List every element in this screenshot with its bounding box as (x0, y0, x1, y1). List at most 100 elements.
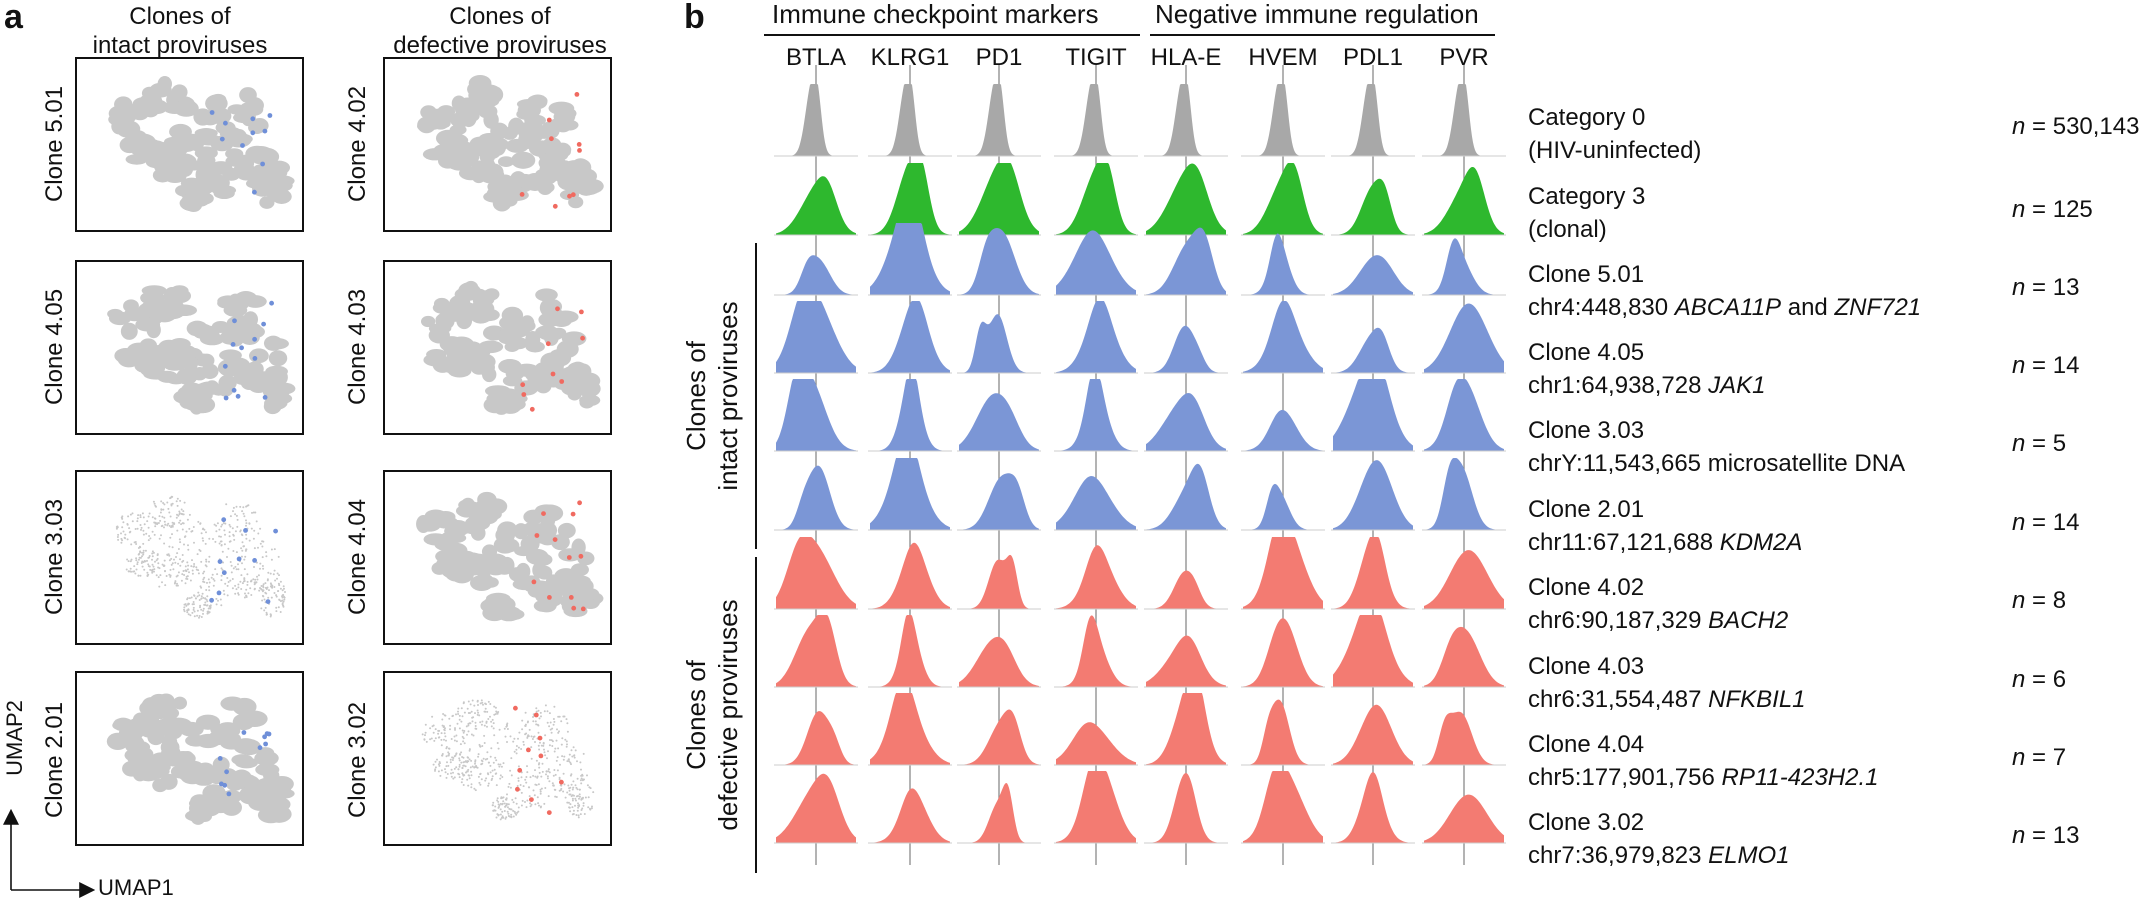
umap-cell (506, 810, 509, 813)
umap-cell (562, 587, 587, 605)
umap-cell (439, 774, 442, 777)
umap-cell (525, 776, 528, 778)
umap-cell (463, 280, 479, 294)
umap-clone-cell (257, 745, 263, 751)
umap-cell (473, 573, 495, 590)
umap1-axis-label: UMAP1 (98, 875, 174, 900)
umap-cell (512, 740, 515, 743)
density-ridge (1146, 635, 1226, 687)
umap-cell (139, 546, 142, 549)
umap-cell (188, 527, 191, 530)
umap-cell (470, 783, 473, 786)
umap-cell (172, 568, 175, 571)
umap-cell (521, 728, 524, 731)
umap-cell (151, 552, 154, 555)
density-ridge (1056, 722, 1136, 765)
umap-cell (445, 739, 447, 742)
umap-cell (116, 536, 119, 538)
row-n-clone-3-03: n = 5 (2012, 430, 2067, 457)
umap-axis-arrows (3, 808, 96, 898)
umap-cell (547, 750, 549, 753)
umap-cell (173, 582, 176, 585)
umap-cell (254, 511, 257, 514)
umap-cell (135, 559, 138, 562)
umap-cell (582, 804, 585, 807)
umap-cell (502, 762, 505, 765)
umap-cell (572, 786, 575, 789)
umap-cell (261, 556, 264, 559)
umap-cell (510, 815, 513, 818)
umap-cell (528, 728, 531, 731)
umap-cell (146, 571, 149, 574)
umap-cell (147, 755, 164, 771)
umap-cell (236, 525, 239, 528)
umap-cell (126, 523, 129, 525)
umap-cell (503, 810, 506, 812)
umap-cell (444, 727, 446, 730)
umap-cell (192, 601, 195, 603)
umap-cell (443, 738, 445, 741)
umap-cell (266, 579, 269, 582)
umap-cell (239, 505, 242, 508)
umap-cell (578, 795, 581, 798)
umap-cell (199, 606, 201, 609)
umap-clone-cell (217, 756, 223, 761)
umap-cell (215, 603, 218, 606)
umap-cell (449, 724, 452, 727)
umap-cell (135, 557, 138, 560)
row-locus: chr5:177,901,756 (1528, 764, 1722, 791)
umap-clone-cell (570, 192, 576, 198)
umap-cell (202, 596, 205, 599)
umap-cell (434, 766, 437, 769)
umap-cell (474, 725, 477, 727)
umap-cell (566, 791, 569, 794)
umap-cell (181, 160, 204, 171)
umap-cell (273, 586, 276, 588)
row-gene: ELMO1 (1708, 842, 1790, 869)
umap-cell (531, 738, 534, 740)
umap-cell (424, 723, 427, 726)
umap-cell (192, 608, 195, 611)
umap-cell (455, 713, 457, 716)
umap-cell (528, 786, 531, 789)
umap-cell (150, 83, 169, 96)
umap-cell (525, 781, 528, 784)
umap-cell (474, 712, 476, 715)
umap-cell (526, 735, 529, 738)
umap-cell (543, 710, 546, 713)
density-ridge (1333, 704, 1413, 765)
umap-cell (190, 565, 193, 568)
umap-cell (183, 606, 186, 609)
umap-cell (274, 579, 277, 582)
umap-cell (269, 585, 272, 588)
umap-cell (524, 711, 527, 714)
umap-cell (537, 709, 540, 712)
umap-cell (486, 772, 489, 775)
umap-cell (441, 718, 444, 721)
umap-cell (490, 720, 493, 723)
umap-cell (515, 752, 518, 755)
umap-cell (224, 582, 227, 585)
umap-cell (195, 794, 217, 808)
umap-cell (491, 769, 494, 772)
umap-cell (548, 744, 551, 747)
density-ridge (1056, 230, 1136, 295)
umap-cell (443, 339, 464, 357)
umap-cell (538, 717, 541, 720)
umap-cell (171, 304, 198, 317)
umap-cell (538, 766, 541, 769)
umap-cell (548, 712, 551, 715)
umap-cell (515, 802, 518, 805)
umap-cell (204, 542, 207, 545)
umap-cell (460, 720, 463, 723)
umap-cell (491, 775, 494, 778)
umap-cell (279, 580, 282, 583)
umap-cell (480, 723, 483, 726)
umap-cell (489, 703, 492, 705)
umap-cell (186, 518, 189, 521)
umap-cell (208, 585, 210, 588)
umap-cell (283, 595, 285, 598)
umap-cell (205, 558, 208, 561)
defective-clone-label-3: Clone 4.04 (344, 498, 371, 616)
umap-cell (459, 743, 462, 746)
